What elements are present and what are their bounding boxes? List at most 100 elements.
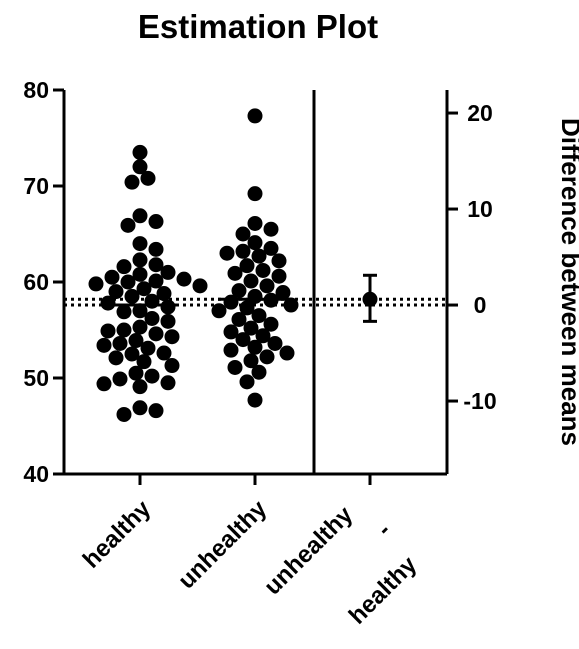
left-tick-label: 60 — [23, 269, 49, 295]
data-point — [223, 342, 239, 358]
data-point — [96, 337, 112, 353]
data-point — [247, 215, 263, 231]
data-point — [283, 297, 299, 313]
category-label-difference-3: healthy — [344, 551, 423, 630]
data-point — [259, 278, 275, 294]
data-point — [108, 284, 124, 300]
data-point — [132, 144, 148, 160]
data-point — [116, 406, 132, 422]
data-point — [247, 392, 263, 408]
data-point — [132, 252, 148, 268]
data-point — [279, 345, 295, 361]
data-point — [156, 286, 172, 302]
data-point — [100, 295, 116, 311]
chart-title: Estimation Plot — [138, 8, 378, 45]
data-point — [108, 350, 124, 366]
data-point — [251, 248, 267, 264]
data-point — [263, 240, 279, 256]
data-point — [259, 349, 275, 365]
category-label-difference-2: - — [371, 517, 396, 542]
data-point — [116, 322, 132, 338]
data-point — [227, 359, 243, 375]
left-tick-label: 50 — [23, 365, 49, 391]
data-point — [132, 236, 148, 252]
data-point — [112, 335, 128, 351]
data-point — [88, 276, 104, 292]
data-point — [247, 186, 263, 202]
data-point — [263, 221, 279, 237]
data-point — [116, 304, 132, 320]
data-point — [243, 320, 259, 336]
data-point — [140, 340, 156, 356]
data-point — [275, 285, 291, 301]
category-label-healthy: healthy — [78, 495, 157, 574]
right-tick-label: -10 — [463, 388, 496, 414]
data-point — [219, 245, 235, 261]
data-point — [164, 358, 180, 374]
data-point — [124, 174, 140, 190]
data-point — [160, 264, 176, 280]
data-point — [227, 265, 243, 281]
data-point — [247, 339, 263, 355]
data-point — [160, 299, 176, 315]
left-tick-label: 70 — [23, 173, 49, 199]
data-point — [164, 329, 180, 345]
data-point — [235, 332, 251, 348]
left-tick-label: 40 — [23, 461, 49, 487]
data-point — [255, 328, 271, 344]
data-point — [124, 346, 140, 362]
data-point — [136, 281, 152, 297]
data-point — [140, 170, 156, 186]
data-point — [251, 308, 267, 324]
data-point — [223, 294, 239, 310]
data-point — [124, 288, 140, 304]
data-point — [132, 208, 148, 224]
data-point — [128, 333, 144, 349]
right-tick-label: 0 — [474, 292, 487, 318]
data-point — [235, 226, 251, 242]
data-point — [104, 269, 120, 285]
data-point — [148, 326, 164, 342]
data-point — [128, 365, 144, 381]
data-point — [235, 243, 251, 259]
data-point — [120, 217, 136, 233]
left-tick-label: 80 — [23, 77, 49, 103]
right-tick-label: 20 — [467, 100, 493, 126]
difference-point — [362, 291, 378, 307]
data-point — [192, 278, 208, 294]
data-point — [271, 268, 287, 284]
data-marks — [64, 108, 447, 422]
data-point — [271, 253, 287, 269]
data-point — [112, 371, 128, 387]
data-point — [231, 311, 247, 327]
axes — [53, 88, 458, 485]
data-point — [96, 376, 112, 392]
right-axis-label: Difference between means — [556, 118, 579, 446]
data-point — [263, 316, 279, 332]
data-point — [223, 324, 239, 340]
category-label-difference-1: unhealthy — [259, 501, 359, 601]
data-point — [148, 257, 164, 273]
data-point — [100, 323, 116, 339]
data-point — [132, 379, 148, 395]
right-tick-label: 10 — [467, 196, 493, 222]
data-point — [247, 235, 263, 251]
data-point — [243, 353, 259, 369]
data-point — [132, 159, 148, 175]
data-point — [116, 259, 132, 275]
data-point — [132, 400, 148, 416]
data-point — [243, 273, 259, 289]
category-label-unhealthy: unhealthy — [173, 495, 273, 595]
data-point — [120, 274, 136, 290]
data-point — [251, 364, 267, 380]
data-point — [239, 258, 255, 274]
data-point — [148, 273, 164, 289]
data-point — [132, 303, 148, 319]
data-point — [267, 335, 283, 351]
data-point — [160, 375, 176, 391]
data-point — [211, 303, 227, 319]
data-point — [132, 266, 148, 282]
data-point — [132, 319, 148, 335]
